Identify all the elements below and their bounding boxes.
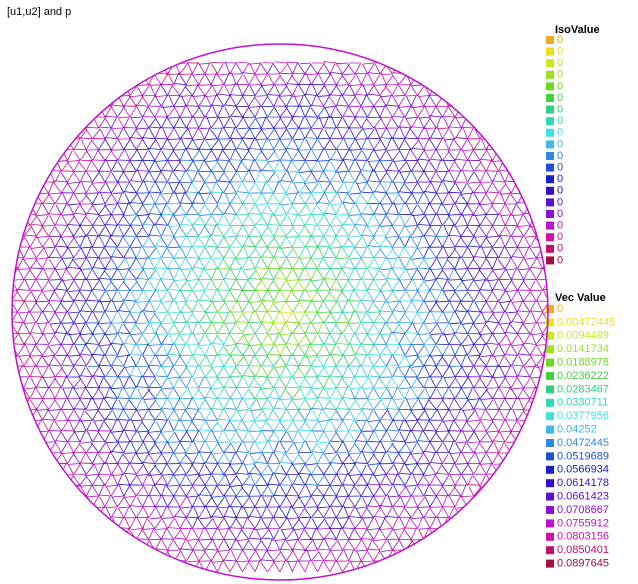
mesh-edge (317, 312, 330, 313)
mesh-edge (498, 366, 512, 367)
mesh-edge (143, 268, 155, 269)
mesh-edge (392, 290, 405, 291)
mesh-edge (175, 409, 187, 410)
mesh-edge (480, 290, 492, 291)
mesh-edge (50, 280, 62, 281)
mesh-edge (292, 247, 305, 248)
mesh-edge (460, 496, 474, 497)
mesh-edge (275, 387, 286, 388)
mesh-edge (106, 290, 117, 291)
mesh-edge (455, 376, 468, 377)
mesh-edge (123, 388, 136, 389)
mesh-edge (79, 204, 92, 205)
mesh-edge (179, 420, 193, 421)
mesh-edge (235, 496, 249, 497)
mesh-edge (325, 301, 336, 302)
mesh-edge (50, 431, 61, 432)
mesh-edge (411, 431, 424, 432)
mesh-edge (198, 171, 211, 172)
mesh-edge (374, 85, 386, 86)
mesh-edge (362, 85, 374, 86)
mesh-edge (360, 279, 374, 280)
mesh-edge (269, 420, 280, 421)
mesh-edge (336, 63, 348, 64)
mesh-edge (336, 127, 349, 128)
mesh-edge (211, 474, 224, 475)
mesh-edge (323, 257, 336, 258)
mesh-edge (417, 312, 430, 313)
mesh-edge (311, 323, 324, 324)
mesh-edge (93, 441, 105, 442)
mesh-edge (143, 117, 155, 118)
mesh-edge (100, 192, 111, 193)
mesh-edge (118, 225, 130, 226)
mesh-edge (431, 182, 443, 183)
mesh-edge (223, 323, 236, 324)
mesh-edge (188, 344, 199, 345)
mesh-edge (398, 322, 411, 323)
mesh-edge (112, 128, 123, 129)
mesh-edge (354, 73, 368, 74)
mesh-edge (125, 279, 137, 280)
mesh-edge (117, 463, 130, 464)
mesh-edge (35, 344, 48, 345)
mesh-edge (105, 269, 117, 270)
mesh-edge (110, 236, 124, 237)
mesh-edge (217, 247, 230, 248)
mesh-edge (181, 247, 192, 248)
mesh-edge (444, 377, 455, 378)
mesh-edge (455, 290, 467, 291)
mesh-edge (62, 323, 74, 324)
mesh-edge (299, 280, 312, 281)
mesh-edge (180, 182, 193, 183)
mesh-edge (279, 160, 292, 161)
mesh-edge (324, 344, 336, 345)
plot: [u1,u2] and p IsoValue Vec Value 0000000… (0, 0, 638, 584)
mesh-edge (154, 138, 167, 139)
mesh-edge (449, 280, 461, 281)
mesh-edge (87, 150, 99, 151)
